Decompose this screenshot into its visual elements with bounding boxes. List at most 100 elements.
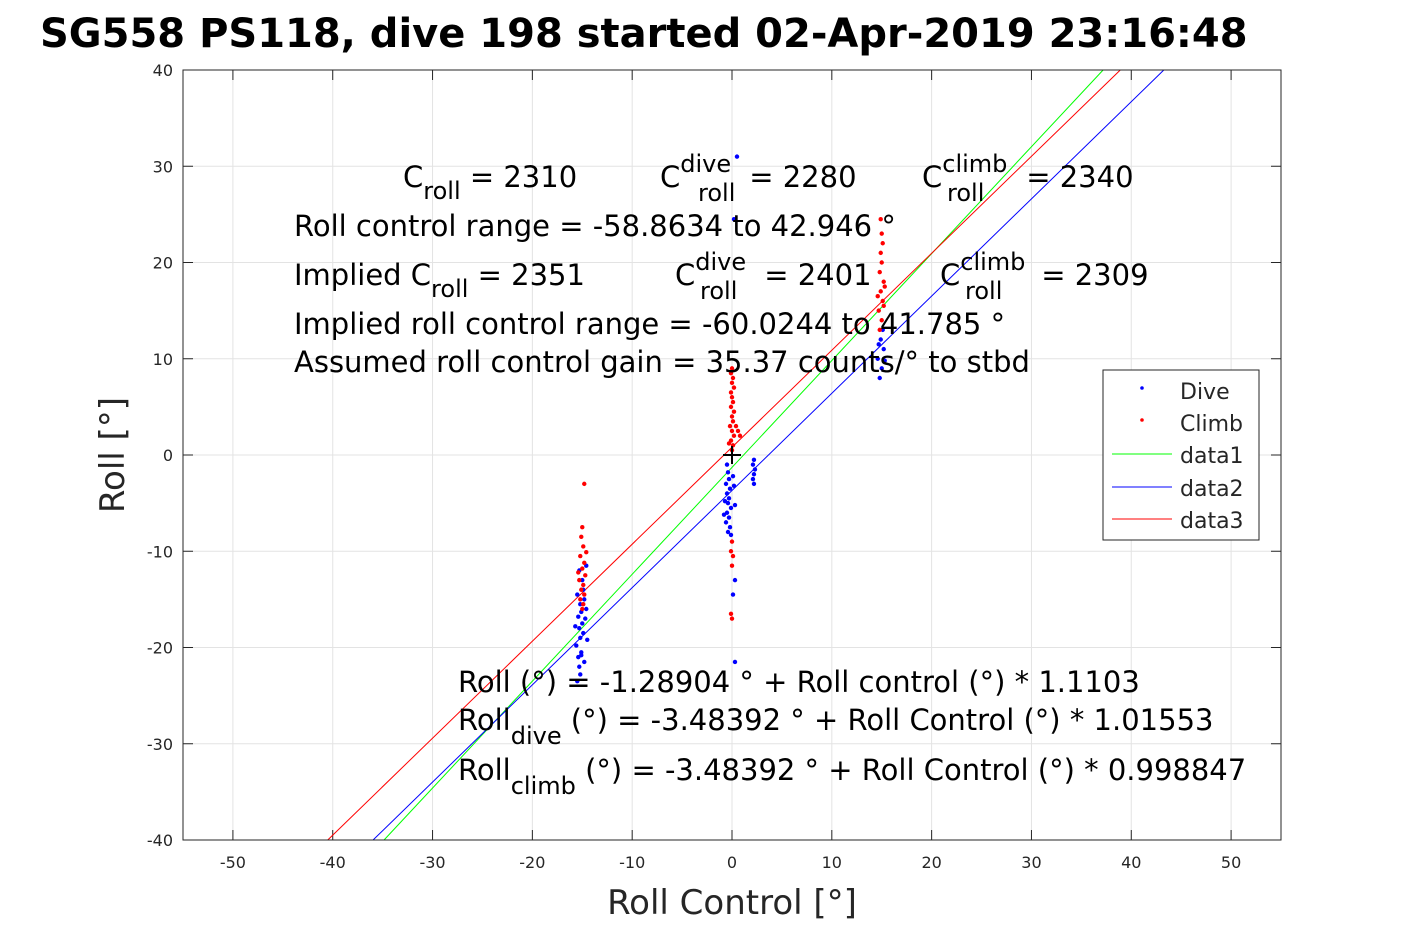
chart-title: SG558 PS118, dive 198 started 02-Apr-201… [40, 11, 1248, 57]
point-climb [728, 370, 734, 376]
point-climb [728, 611, 734, 617]
annot-implied-coeffs: Implied Croll = 2351 Cdive roll = 2401 Cc… [294, 248, 1149, 305]
annot-c-climb: C [922, 160, 942, 194]
point-climb [879, 260, 884, 265]
annot-fit-dive: Rolldive (°) = -3.48392 ° + Roll Control… [458, 703, 1213, 750]
point-dive [726, 476, 732, 482]
point-dive [727, 486, 733, 491]
point-climb [729, 414, 735, 419]
point-climb [584, 550, 589, 555]
y-tick-label: -10 [147, 542, 173, 561]
y-tick-label: -40 [147, 831, 173, 850]
point-climb [578, 597, 583, 602]
point-climb [580, 606, 585, 612]
legend-climb-label: Climb [1180, 412, 1243, 437]
annot-fit: Roll (°) = -1.28904 ° + Roll control (°)… [458, 665, 1140, 699]
point-dive [726, 496, 732, 501]
annot-fit-climb-rest: (°) = -3.48392 ° + Roll Control (°) * 0.… [576, 753, 1246, 787]
point-dive [732, 659, 738, 665]
point-climb [878, 289, 883, 294]
series [327, 69, 1165, 841]
point-dive [728, 505, 734, 511]
point-dive [726, 515, 732, 520]
point-climb [877, 327, 882, 333]
x-tick-label: 20 [921, 853, 941, 872]
y-tick-label: 0 [163, 446, 173, 465]
point-dive [751, 457, 757, 463]
point-dive [731, 216, 737, 222]
point-dive [722, 499, 728, 504]
point-climb [882, 284, 887, 289]
x-tick-label: 10 [822, 853, 842, 872]
point-dive [578, 672, 583, 677]
annot-fit-dive-lead: Roll [458, 703, 511, 737]
point-climb [876, 308, 881, 313]
annot-c-roll-value: = 2310 [461, 160, 578, 194]
point-climb [881, 279, 886, 284]
y-tick-label: -30 [147, 735, 173, 754]
point-climb [729, 539, 735, 544]
annot-implied-climb-sub: roll [965, 277, 1002, 305]
point-dive [573, 624, 578, 629]
point-climb [880, 241, 885, 246]
point-dive [879, 366, 884, 371]
point-climb [875, 293, 880, 299]
annot-c-climb-sub: roll [947, 179, 984, 207]
point-dive [585, 637, 590, 642]
point-climb [581, 601, 586, 607]
point-climb [582, 560, 587, 565]
point-dive [750, 462, 756, 467]
y-tick-label: 20 [153, 254, 173, 273]
point-dive [875, 356, 880, 361]
x-axis-label: Roll Control [°] [607, 883, 857, 923]
point-climb [730, 553, 736, 559]
point-dive [731, 483, 737, 488]
annot-c-climb-sup: climb [942, 150, 1007, 178]
annot-control-range: Roll control range = -58.8634 to 42.946 … [294, 209, 896, 243]
point-dive [732, 502, 738, 508]
point-dive [582, 659, 587, 665]
point-climb [576, 570, 581, 575]
legend-data3-label: data3 [1180, 509, 1244, 534]
point-climb [581, 582, 586, 588]
x-tick-label: 30 [1021, 853, 1041, 872]
point-dive [723, 481, 729, 487]
point-climb [731, 409, 737, 414]
point-climb [729, 616, 735, 621]
x-tick-label: -10 [619, 853, 645, 872]
legend: Dive Climb data1 data2 data3 [1102, 369, 1260, 541]
point-dive [751, 481, 757, 487]
point-dive [723, 520, 729, 525]
point-dive [730, 592, 736, 597]
annot-implied-climb: C [940, 258, 960, 292]
annot-fit-climb-sub: climb [511, 772, 576, 800]
point-climb [878, 250, 883, 256]
point-dive [751, 472, 757, 477]
y-tick-label: -20 [147, 639, 173, 658]
point-climb [729, 380, 735, 386]
point-climb [729, 563, 735, 568]
point-dive [877, 375, 882, 381]
point-dive [734, 154, 740, 159]
annot-implied-climb-value: = 2309 [1032, 258, 1149, 292]
annot-c-dive-value: = 2280 [740, 160, 857, 194]
point-climb [879, 231, 884, 236]
point-dive [730, 473, 736, 479]
point-dive [882, 358, 887, 363]
axis-ticks: -50 -40 -30 -20 -10 0 10 20 30 40 50 -40 -30 -20 -10 0 1… [147, 61, 1281, 872]
point-climb [880, 298, 885, 304]
annot-implied-climb-sup: climb [960, 248, 1025, 276]
point-dive [575, 678, 580, 684]
point-dive [876, 342, 881, 347]
annot-c-roll-sub: roll [423, 177, 460, 205]
y-tick-label: 30 [153, 157, 173, 176]
point-climb [877, 269, 882, 275]
point-climb [579, 534, 584, 540]
annot-implied-range: Implied roll control range = -60.0244 to… [294, 307, 1005, 341]
point-climb [735, 428, 741, 434]
x-tick-label: -40 [320, 853, 346, 872]
point-climb [582, 592, 587, 597]
annot-c-dive-sub: roll [698, 179, 735, 207]
x-tick-label: -30 [419, 853, 445, 872]
